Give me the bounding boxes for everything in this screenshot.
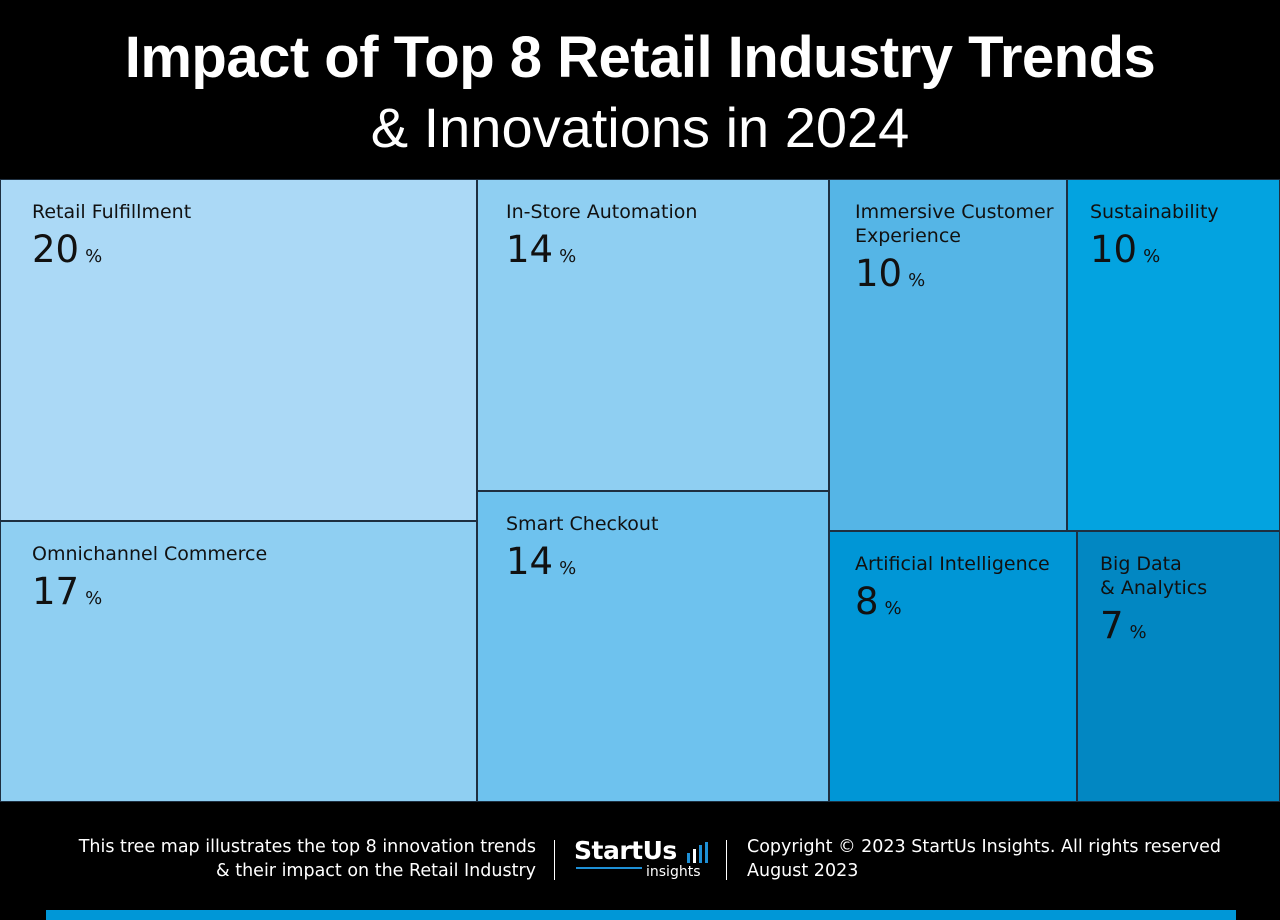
treemap-cell-value: 17% <box>32 570 103 613</box>
treemap-cell-label: Smart Checkout <box>506 513 659 535</box>
footer-divider-left <box>554 840 555 880</box>
footer-description-line2: & their impact on the Retail Industry <box>216 861 536 881</box>
footer-divider-right <box>726 840 727 880</box>
treemap-cell-label: Retail Fulfillment <box>32 201 192 223</box>
startus-logo: StartUs insights <box>574 836 710 882</box>
footer-date: August 2023 <box>747 861 859 881</box>
footer-copyright-block: Copyright © 2023 StartUs Insights. All r… <box>747 835 1267 883</box>
treemap-cell-value: 10% <box>1090 228 1161 271</box>
treemap-cell-value: 20% <box>32 228 103 271</box>
footer-description-line1: This tree map illustrates the top 8 inno… <box>78 837 536 857</box>
treemap-cell-value: 8% <box>855 580 902 623</box>
chart-header: Impact of Top 8 Retail Industry Trends &… <box>0 0 1280 178</box>
treemap-cell-value: 10% <box>855 252 926 295</box>
treemap-cell-label: Omnichannel Commerce <box>32 543 268 565</box>
treemap-cell: Sustainability 10% <box>1067 179 1280 531</box>
treemap: Retail Fulfillment 20% Omnichannel Commerc… <box>0 179 1280 802</box>
logo-wordmark: StartUs <box>574 836 677 865</box>
footer-description: This tree map illustrates the top 8 inno… <box>30 835 536 883</box>
treemap-cell: In-Store Automation 14% <box>477 179 829 491</box>
treemap-cell-label: Sustainability <box>1090 201 1219 223</box>
bottom-accent-bar <box>46 910 1236 920</box>
treemap-cell: Artificial Intelligence 8% <box>829 531 1077 802</box>
treemap-cell: Smart Checkout 14% <box>477 491 829 802</box>
chart-title: Impact of Top 8 Retail Industry Trends <box>124 25 1156 90</box>
treemap-cell-value: 14% <box>506 540 577 583</box>
treemap-cell-value: 14% <box>506 228 577 271</box>
footer-copyright: Copyright © 2023 StartUs Insights. All r… <box>747 837 1221 857</box>
treemap-cell-label: Immersive Customer Experience <box>855 201 1054 247</box>
chart-subtitle: & Innovations in 2024 <box>370 96 910 159</box>
treemap-cell: Immersive Customer Experience 10% <box>829 179 1067 531</box>
treemap-cell-value: 7% <box>1100 604 1147 647</box>
treemap-cell-label: In-Store Automation <box>506 201 698 223</box>
treemap-cell: Big Data & Analytics 7% <box>1077 531 1280 802</box>
treemap-cell-label: Artificial Intelligence <box>855 553 1050 575</box>
treemap-cell: Omnichannel Commerce 17% <box>0 521 477 802</box>
logo-subtext: insights <box>646 864 701 880</box>
bar-chart-icon <box>687 842 708 863</box>
logo-underline <box>576 867 642 869</box>
treemap-cell-label: Big Data & Analytics <box>1100 553 1208 599</box>
treemap-cell: Retail Fulfillment 20% <box>0 179 477 521</box>
